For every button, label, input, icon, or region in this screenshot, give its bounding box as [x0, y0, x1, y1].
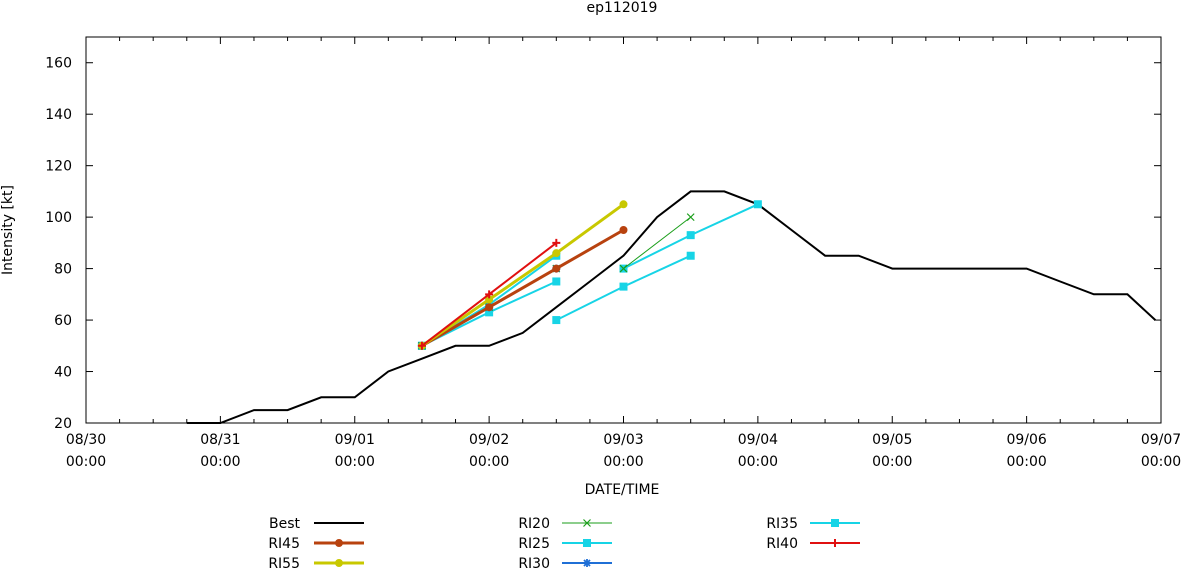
x-tick-time-label: 00:00 [469, 454, 509, 470]
data-point-marker [485, 303, 494, 312]
data-point-marker [686, 213, 695, 222]
data-point-marker [686, 231, 695, 240]
y-tick-label: 60 [54, 313, 72, 329]
data-point-marker [335, 539, 343, 547]
legend-label: Best [269, 516, 301, 532]
forecast-line-ri45 [421, 228, 625, 348]
legend: Best RI45 RI55 RI20 RI25 RI30 RI35 RI40 [268, 516, 860, 568]
x-tick-date-label: 09/01 [335, 432, 375, 448]
legend-label: RI55 [268, 556, 300, 568]
data-point-marker [619, 226, 628, 234]
series-ri45 [417, 226, 628, 350]
series-best [186, 190, 1157, 424]
series-ri40 [417, 238, 561, 350]
y-tick-label: 120 [45, 159, 72, 175]
data-point-marker [831, 539, 839, 547]
y-tick-label: 20 [54, 416, 72, 432]
data-point-marker [686, 251, 695, 260]
x-tick-time-label: 00:00 [200, 454, 240, 470]
x-tick-date-label: 09/05 [872, 432, 912, 448]
y-tick-label: 100 [45, 210, 72, 226]
legend-label: RI30 [518, 556, 550, 568]
legend-label: RI40 [766, 536, 798, 552]
legend-label: RI45 [268, 536, 300, 552]
legend-item-ri40: RI40 [766, 536, 860, 552]
legend-label: RI20 [518, 516, 550, 532]
data-point-marker [417, 341, 426, 350]
data-point-marker [552, 277, 561, 286]
legend-item-ri30: RI30 [518, 556, 612, 568]
legend-item-ri25: RI25 [518, 536, 612, 552]
data-point-marker [552, 238, 561, 247]
x-tick-date-label: 09/06 [1006, 432, 1046, 448]
y-tick-label: 40 [54, 365, 72, 381]
data-point-marker [753, 200, 762, 209]
x-tick-date-label: 09/07 [1141, 432, 1181, 448]
data-point-marker [485, 308, 494, 317]
data-point-marker [619, 282, 628, 291]
data-point-marker [552, 249, 561, 258]
x-tick-time-label: 00:00 [1006, 454, 1046, 470]
data-point-marker [583, 519, 591, 527]
best-track-line [186, 190, 1157, 424]
chart-title: ep112019 [587, 0, 658, 16]
data-point-marker [485, 290, 494, 299]
x-tick-time-label: 00:00 [335, 454, 375, 470]
data-point-marker [619, 264, 628, 273]
data-point-marker [619, 200, 628, 209]
legend-item-best: Best [269, 516, 364, 532]
x-tick-time-label: 00:00 [603, 454, 643, 470]
series-ri55 [417, 200, 628, 350]
x-axis-label: DATE/TIME [585, 482, 660, 498]
x-tick-time-label: 00:00 [1141, 454, 1181, 470]
x-tick-time-label: 00:00 [66, 454, 106, 470]
forecast-line-ri20 [623, 216, 692, 269]
series-layer [186, 190, 1157, 424]
legend-item-ri35: RI35 [766, 516, 860, 532]
data-point-marker [552, 316, 561, 325]
y-tick-label: 140 [45, 107, 72, 123]
data-point-marker [552, 264, 561, 273]
legend-label: RI35 [766, 516, 798, 532]
y-tick-label: 80 [54, 262, 72, 278]
data-point-marker [583, 559, 591, 567]
x-tick-date-label: 09/03 [603, 432, 643, 448]
legend-label: RI25 [518, 536, 550, 552]
legend-item-ri55: RI55 [268, 556, 364, 568]
x-tick-time-label: 00:00 [872, 454, 912, 470]
legend-item-ri20: RI20 [518, 516, 612, 532]
data-point-marker [335, 559, 343, 567]
data-point-marker [831, 519, 839, 527]
x-tick-time-label: 00:00 [738, 454, 778, 470]
x-tick-date-label: 08/30 [66, 432, 106, 448]
forecast-line-ri55 [421, 203, 625, 348]
x-tick-date-label: 08/31 [200, 432, 240, 448]
y-axis-label: Intensity [kt] [0, 185, 16, 275]
series-ri25 [417, 200, 762, 350]
x-tick-date-label: 09/04 [738, 432, 778, 448]
y-tick-label: 160 [45, 56, 72, 72]
axes: 20 40 60 80 100 120 140 160 08/30 00:00 08/31 00:00… [45, 37, 1181, 470]
legend-item-ri45: RI45 [268, 536, 364, 552]
data-point-marker [583, 539, 591, 547]
x-tick-date-label: 09/02 [469, 432, 509, 448]
